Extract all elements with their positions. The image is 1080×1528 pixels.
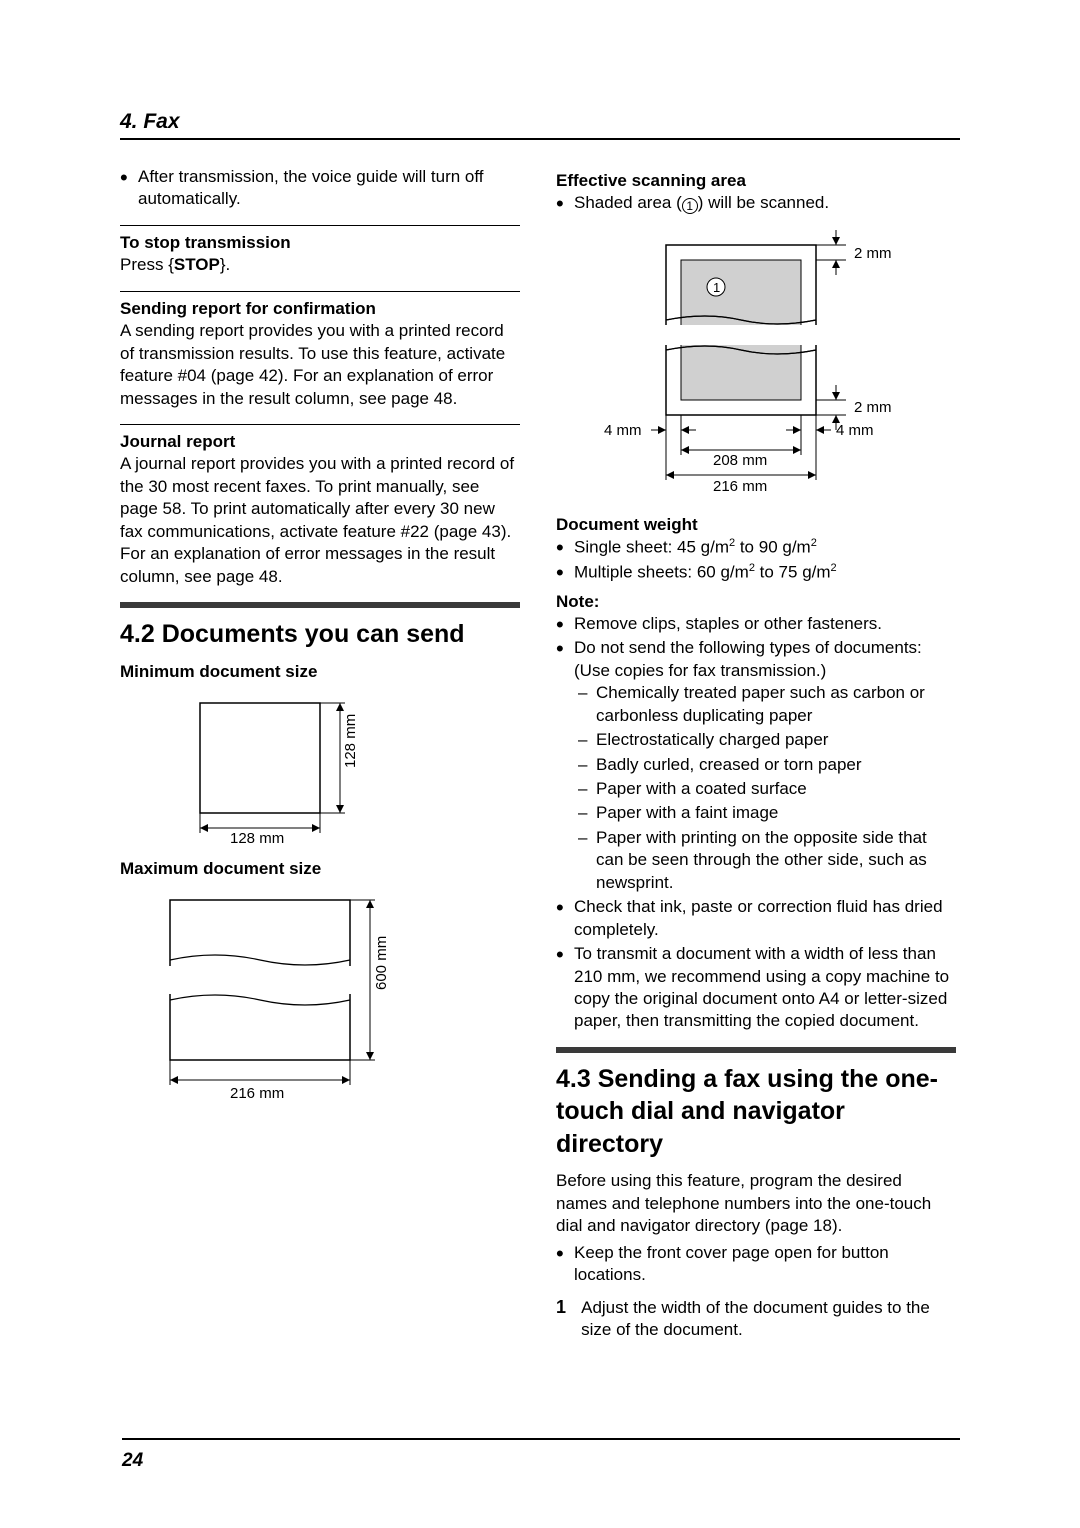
svg-text:1: 1	[713, 280, 720, 295]
journal-heading: Journal report	[120, 431, 520, 453]
manual-page: 4. Fax After transmission, the voice gui…	[0, 0, 1080, 1528]
ws-b: to 90 g/m	[735, 538, 811, 557]
sending-report-text: A sending report provides you with a pri…	[120, 320, 520, 410]
weight-multi: Multiple sheets: 60 g/m2 to 75 g/m2	[574, 561, 956, 584]
note2-text: Do not send the following types of docum…	[574, 638, 922, 679]
min-doc-diagram: 128 mm 128 mm	[190, 693, 520, 848]
note-1: Remove clips, staples or other fasteners…	[574, 613, 956, 635]
right-column: Effective scanning area Shaded area (1) …	[556, 166, 956, 1341]
effective-scan-text: Shaded area (1) will be scanned.	[574, 192, 956, 214]
page-header: 4. Fax	[120, 110, 960, 140]
wm-b: to 75 g/m	[755, 563, 831, 582]
eff-prefix: Shaded area (	[574, 193, 682, 212]
sub-6: Paper with printing on the opposite side…	[596, 827, 956, 894]
page-number: 24	[122, 1450, 143, 1472]
effective-scan-diagram: 1 2 mm 2 mm	[566, 225, 956, 500]
svg-text:128 mm: 128 mm	[342, 714, 359, 768]
sub-4: Paper with a coated surface	[596, 778, 956, 800]
two-column-layout: After transmission, the voice guide will…	[120, 166, 960, 1341]
eff-suffix: ) will be scanned.	[698, 193, 829, 212]
weight-single: Single sheet: 45 g/m2 to 90 g/m2	[574, 536, 956, 559]
svg-text:2 mm: 2 mm	[854, 399, 892, 416]
svg-text:2 mm: 2 mm	[854, 245, 892, 262]
journal-text: A journal report provides you with a pri…	[120, 453, 520, 588]
min-doc-heading: Minimum document size	[120, 661, 520, 683]
note-heading: Note:	[556, 591, 956, 613]
step-1: 1 Adjust the width of the document guide…	[556, 1297, 956, 1342]
wm-a: Multiple sheets: 60 g/m	[574, 563, 749, 582]
left-column: After transmission, the voice guide will…	[120, 166, 520, 1341]
stop-prefix: Press	[120, 255, 168, 274]
sup: 2	[811, 537, 817, 549]
footer-rule	[122, 1438, 960, 1440]
svg-text:4 mm: 4 mm	[836, 422, 874, 439]
effective-scan-heading: Effective scanning area	[556, 170, 956, 192]
svg-text:600 mm: 600 mm	[373, 936, 390, 990]
svg-text:216 mm: 216 mm	[713, 478, 767, 495]
svg-text:208 mm: 208 mm	[713, 452, 767, 469]
chapter-title: 4. Fax	[120, 110, 180, 133]
divider	[120, 225, 520, 226]
step-num: 1	[556, 1297, 569, 1342]
sub-3: Badly curled, creased or torn paper	[596, 754, 956, 776]
section-divider	[120, 602, 520, 608]
svg-text:4 mm: 4 mm	[604, 422, 642, 439]
sub-5: Paper with a faint image	[596, 802, 956, 824]
note-2: Do not send the following types of docum…	[574, 637, 956, 894]
max-doc-diagram: 600 mm 216 mm	[160, 890, 520, 1115]
divider	[120, 424, 520, 425]
sub-1: Chemically treated paper such as carbon …	[596, 682, 956, 727]
max-doc-heading: Maximum document size	[120, 858, 520, 880]
stop-heading: To stop transmission	[120, 232, 520, 254]
section-42-heading: 4.2 Documents you can send	[120, 618, 520, 651]
sub-2: Electrostatically charged paper	[596, 729, 956, 751]
svg-text:216 mm: 216 mm	[230, 1085, 284, 1102]
svg-text:128 mm: 128 mm	[230, 830, 284, 843]
stop-button-label: STOP	[174, 255, 220, 274]
note-3: Check that ink, paste or correction flui…	[574, 896, 956, 941]
circled-one-icon: 1	[682, 198, 698, 214]
step-1-text: Adjust the width of the document guides …	[581, 1297, 956, 1342]
section-43-text: Before using this feature, program the d…	[556, 1170, 956, 1237]
divider	[120, 291, 520, 292]
stop-text: Press {STOP}.	[120, 254, 520, 276]
bracket-r: }.	[220, 255, 230, 274]
section-43-bullet: Keep the front cover page open for butto…	[574, 1242, 956, 1287]
sending-report-heading: Sending report for confirmation	[120, 298, 520, 320]
section-43-heading: 4.3 Sending a fax using the one-touch di…	[556, 1063, 956, 1161]
sup: 2	[831, 562, 837, 574]
ws-a: Single sheet: 45 g/m	[574, 538, 729, 557]
section-divider	[556, 1047, 956, 1053]
note-4: To transmit a document with a width of l…	[574, 943, 956, 1033]
doc-weight-heading: Document weight	[556, 514, 956, 536]
intro-bullet: After transmission, the voice guide will…	[138, 166, 520, 211]
